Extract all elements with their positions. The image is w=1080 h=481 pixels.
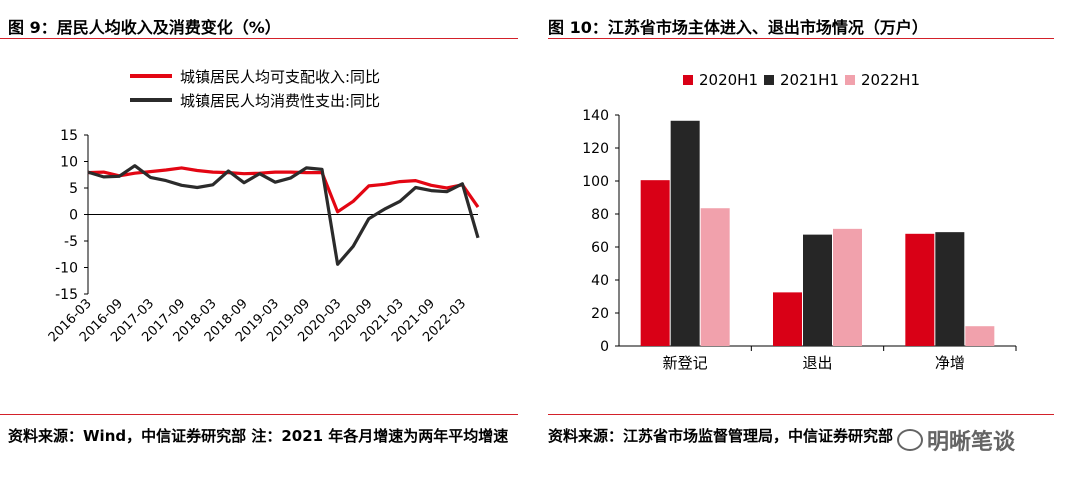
y-tick-label: 10 <box>60 155 78 171</box>
y-tick-label: 5 <box>69 181 78 197</box>
figure-9-bottom-rule <box>0 414 518 415</box>
wechat-icon <box>897 429 923 451</box>
legend-label-1: 2020H1 <box>699 71 758 89</box>
bar-退出-2021H1 <box>803 234 832 346</box>
legend-swatch-3 <box>845 75 855 85</box>
bar-净增-2022H1 <box>965 326 995 346</box>
bar-chart: 2020H1 2021H1 2022H1 0 20 40 60 80 100 120 140 新登记 退… <box>582 71 1017 372</box>
y-tick-label: 20 <box>591 306 609 322</box>
figure-9-top-rule <box>0 38 518 39</box>
bar-退出-2022H1 <box>833 228 862 346</box>
y-tick-label: 0 <box>600 339 609 355</box>
watermark: 明晰笔谈 <box>897 424 1015 456</box>
y-tick-label: -5 <box>64 234 78 250</box>
y-tick-label: 40 <box>591 273 609 289</box>
x-category-label: 退出 <box>802 354 832 372</box>
legend-swatch-2 <box>764 75 774 85</box>
y-tick-label: 15 <box>60 128 78 144</box>
figure-10-source: 资料来源：江苏省市场监督管理局，中信证券研究部 <box>548 427 894 445</box>
figure-10-panel: 图 10：江苏省市场主体进入、退出市场情况（万户） 2020H1 2021H1 20… <box>548 0 1054 481</box>
legend-swatch-1 <box>683 75 693 85</box>
y-tick-label: 60 <box>591 240 609 256</box>
figure-10-title: 图 10：江苏省市场主体进入、退出市场情况（万户） <box>548 18 928 37</box>
bar-退出-2020H1 <box>773 292 802 346</box>
figure-10-bottom-rule <box>548 414 1054 415</box>
y-tick-label: 140 <box>582 108 609 124</box>
y-tick-label: 0 <box>69 208 78 224</box>
y-tick-label: -15 <box>55 287 78 303</box>
bar-新登记-2020H1 <box>640 180 670 346</box>
figure-10-top-rule <box>548 38 1054 39</box>
y-tick-label: 120 <box>582 141 609 157</box>
bar-净增-2021H1 <box>935 232 965 346</box>
watermark-text: 明晰笔谈 <box>927 430 1016 455</box>
bar-新登记-2021H1 <box>670 120 700 347</box>
y-tick-label: 80 <box>591 207 609 223</box>
legend-label-1: 城镇居民人均可支配收入:同比 <box>180 68 380 86</box>
x-category-label: 净增 <box>935 354 965 372</box>
figure-9-title: 图 9：居民人均收入及消费变化（%） <box>8 18 281 37</box>
bar-净增-2020H1 <box>905 233 935 346</box>
figure-9-source: 资料来源：Wind，中信证券研究部 注：2021 年各月增速为两年平均增速 <box>8 427 509 445</box>
legend-label-2: 城镇居民人均消费性支出:同比 <box>180 92 380 110</box>
series-line-1 <box>87 166 480 214</box>
y-tick-label: 100 <box>582 174 609 190</box>
legend-label-2: 2021H1 <box>780 71 839 89</box>
series-line-2 <box>87 164 480 266</box>
x-category-label: 新登记 <box>663 354 708 372</box>
figure-9-panel: 图 9：居民人均收入及消费变化（%） 城镇居民人均可支配收入:同比 城镇居民人均消… <box>0 0 518 481</box>
bar-新登记-2022H1 <box>700 208 730 346</box>
legend-label-3: 2022H1 <box>861 71 920 89</box>
y-tick-label: -10 <box>55 261 78 277</box>
